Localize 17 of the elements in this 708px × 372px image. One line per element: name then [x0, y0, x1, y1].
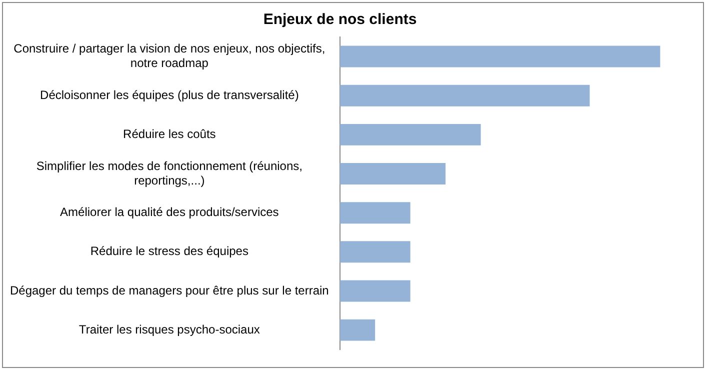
y-tick-label: Simplifier les modes de fonctionnement (réunions, reportings,...): [36, 158, 302, 188]
bar: [340, 84, 590, 106]
bar: [340, 202, 410, 224]
bar: [340, 124, 481, 146]
bar: [340, 319, 376, 341]
y-tick-label: Réduire le stress des équipes: [90, 244, 248, 258]
bar: [340, 46, 660, 68]
y-tick-label: Décloisonner les équipes (plus de transversalité): [40, 88, 299, 102]
y-tick-label: Améliorer la qualité des produits/services: [60, 205, 279, 220]
y-tick-label: Dégager du temps de managers pour être plus sur le terrain: [10, 283, 329, 298]
y-tick-label: Traiter les risques psycho-sociaux: [78, 322, 260, 336]
y-tick-label: Construire / partager la vision de nos enjeux, nos objectifs, notre roadmap: [14, 42, 326, 70]
chart-title: Enjeux de nos clients: [263, 11, 417, 28]
bar: [340, 280, 410, 302]
y-tick-label: Réduire les coûts: [123, 127, 216, 141]
bar: [340, 241, 410, 263]
bar: [340, 163, 446, 185]
